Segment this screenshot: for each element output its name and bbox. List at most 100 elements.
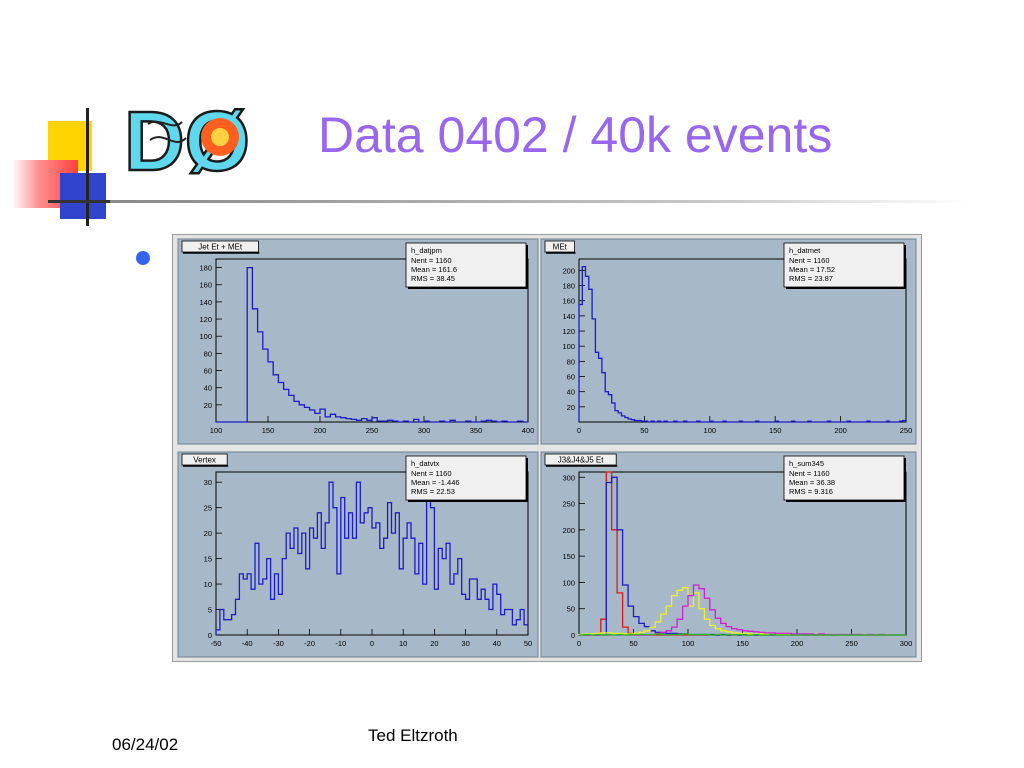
x-tick-label: 20 — [430, 639, 438, 648]
histogram-canvas: 20 40 60 80 100 120 140 160 180 100 150 200 250 300 35… — [172, 234, 922, 662]
stats-line: RMS = 9.316 — [789, 487, 833, 496]
y-tick-label: 5 — [208, 606, 212, 615]
y-tick-label: 10 — [204, 580, 212, 589]
y-tick-label: 0 — [208, 631, 212, 640]
y-tick-label: 0 — [571, 631, 575, 640]
footer-author: Ted Eltzroth — [368, 726, 458, 745]
footer-date: 06/24/02 — [112, 735, 179, 754]
x-tick-label: 350 — [470, 426, 483, 435]
x-tick-label: 250 — [900, 426, 913, 435]
x-tick-label: 150 — [769, 426, 782, 435]
y-tick-label: 120 — [562, 327, 575, 336]
x-tick-label: 50 — [629, 639, 637, 648]
histogram-series-5 — [579, 633, 906, 636]
x-tick-label: 300 — [900, 639, 913, 648]
title-box — [181, 453, 228, 466]
title-box — [544, 453, 617, 466]
stats-name: h_sum345 — [789, 459, 824, 468]
stats-name: h_datvtx — [411, 459, 440, 468]
title-box — [544, 240, 576, 253]
y-tick-label: 20 — [567, 403, 575, 412]
histogram-title: J3&J4&J5 Et — [558, 456, 605, 465]
logo-horizontal-line — [48, 200, 142, 203]
stats-box — [783, 455, 905, 501]
title-box — [181, 240, 259, 253]
x-tick-label: -50 — [211, 639, 222, 648]
x-tick-label: 40 — [493, 639, 501, 648]
stats-box — [405, 455, 527, 501]
y-tick-label: 180 — [562, 282, 575, 291]
x-tick-label: 400 — [522, 426, 535, 435]
x-tick-label: 100 — [704, 426, 717, 435]
y-tick-label: 140 — [562, 312, 575, 321]
stats-line: Nent = 1160 — [411, 256, 452, 265]
x-tick-label: 300 — [418, 426, 431, 435]
y-tick-label: 300 — [562, 473, 575, 482]
stats-line: Mean = -1.446 — [411, 478, 460, 487]
y-tick-label: 60 — [567, 373, 575, 382]
stats-line: Nent = 1160 — [789, 256, 830, 265]
x-tick-label: 30 — [461, 639, 469, 648]
y-tick-label: 50 — [567, 605, 575, 614]
logo-decoration — [12, 96, 142, 230]
slide-title: Data 0402 / 40k events — [318, 107, 833, 163]
x-tick-label: 200 — [314, 426, 327, 435]
blue-square — [60, 173, 106, 219]
histogram-pad-4: 0 50 100 150 200 250 300 0 50 100 150 200 250 300 J3&J… — [540, 451, 917, 658]
histogram-series-1 — [216, 266, 528, 423]
y-tick-label: 160 — [562, 297, 575, 306]
y-tick-label: 160 — [199, 281, 212, 290]
histogram-series-1 — [215, 481, 528, 635]
y-tick-label: 100 — [562, 342, 575, 351]
y-tick-label: 15 — [204, 555, 212, 564]
y-tick-label: 180 — [199, 264, 212, 273]
y-tick-label: 20 — [204, 529, 212, 538]
y-tick-label: 40 — [204, 384, 212, 393]
x-tick-label: 0 — [370, 639, 374, 648]
histogram-pad-2: 20 40 60 80 100 120 140 160 180 200 0 50 100 150 200 25… — [540, 238, 917, 445]
stats-name: h_datjpm — [411, 246, 442, 255]
stats-box — [405, 242, 527, 288]
x-tick-label: 0 — [577, 639, 581, 648]
y-tick-label: 200 — [562, 266, 575, 275]
stats-line: RMS = 23.87 — [789, 274, 833, 283]
y-tick-label: 200 — [562, 526, 575, 535]
histogram-title: MEt — [553, 243, 568, 252]
y-tick-label: 120 — [199, 315, 212, 324]
stats-name: h_datmet — [789, 246, 821, 255]
x-tick-label: 200 — [791, 639, 804, 648]
stats-line: RMS = 38.45 — [411, 274, 455, 283]
x-tick-label: -40 — [242, 639, 253, 648]
x-tick-label: 10 — [399, 639, 407, 648]
y-tick-label: 60 — [204, 367, 212, 376]
x-tick-label: 200 — [834, 426, 847, 435]
stats-line: Mean = 17.52 — [789, 265, 835, 274]
x-tick-label: 100 — [210, 426, 223, 435]
x-tick-label: 50 — [524, 639, 532, 648]
x-tick-label: 150 — [736, 639, 749, 648]
d0-logo: DØ — [123, 93, 252, 182]
stats-line: Mean = 36.38 — [789, 478, 835, 487]
title-divider — [110, 200, 970, 203]
y-tick-label: 150 — [562, 552, 575, 561]
stats-box — [783, 242, 905, 288]
histogram-series-1 — [578, 265, 906, 423]
y-tick-label: 30 — [204, 478, 212, 487]
histogram-title: Jet Et + MEt — [198, 243, 243, 252]
x-tick-label: -10 — [335, 639, 346, 648]
x-tick-label: 100 — [682, 639, 695, 648]
histogram-pad-1: 20 40 60 80 100 120 140 160 180 100 150 200 250 300 35… — [177, 238, 539, 445]
y-tick-label: 40 — [567, 388, 575, 397]
y-tick-label: 140 — [199, 298, 212, 307]
logo-text: DØ — [124, 94, 250, 182]
stats-line: Nent = 1160 — [789, 469, 830, 478]
x-tick-label: 250 — [845, 639, 858, 648]
y-tick-label: 100 — [199, 332, 212, 341]
x-tick-label: 50 — [640, 426, 648, 435]
histogram-title: Vertex — [193, 456, 216, 465]
stats-line: Nent = 1160 — [411, 469, 452, 478]
y-tick-label: 20 — [204, 401, 212, 410]
stats-line: Mean = 161.6 — [411, 265, 457, 274]
x-tick-label: -20 — [304, 639, 315, 648]
y-tick-label: 100 — [562, 578, 575, 587]
